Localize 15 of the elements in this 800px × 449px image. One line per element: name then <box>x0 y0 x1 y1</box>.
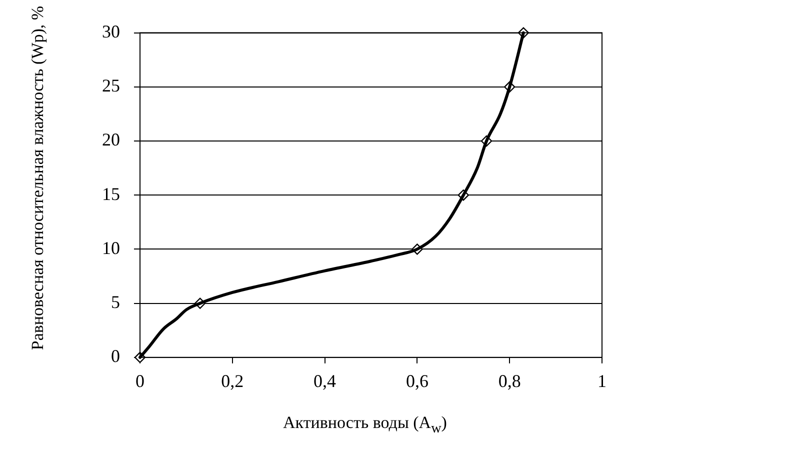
x-tick-label: 0,2 <box>221 370 244 391</box>
y-tick-label: 0 <box>111 346 120 366</box>
x-axis-title: Активность воды (A$_{w}$) <box>282 412 448 437</box>
y-tick-label: 15 <box>102 184 120 204</box>
y-axis-title: Равновесная относительная влажность (Wp), % <box>28 4 48 352</box>
x-tick-label: 1 <box>598 370 606 391</box>
y-tick-label: 10 <box>102 238 120 258</box>
x-tick-label: 0,4 <box>314 370 336 391</box>
y-tick-label: 20 <box>102 130 120 150</box>
y-tick-label: 5 <box>111 292 120 312</box>
x-tick-label: 0,6 <box>406 370 428 391</box>
x-tick-label: 0,8 <box>498 370 521 391</box>
y-tick-label: 25 <box>102 76 120 96</box>
y-tick-label: 30 <box>102 22 120 42</box>
x-tick-label: 0 <box>136 370 144 391</box>
